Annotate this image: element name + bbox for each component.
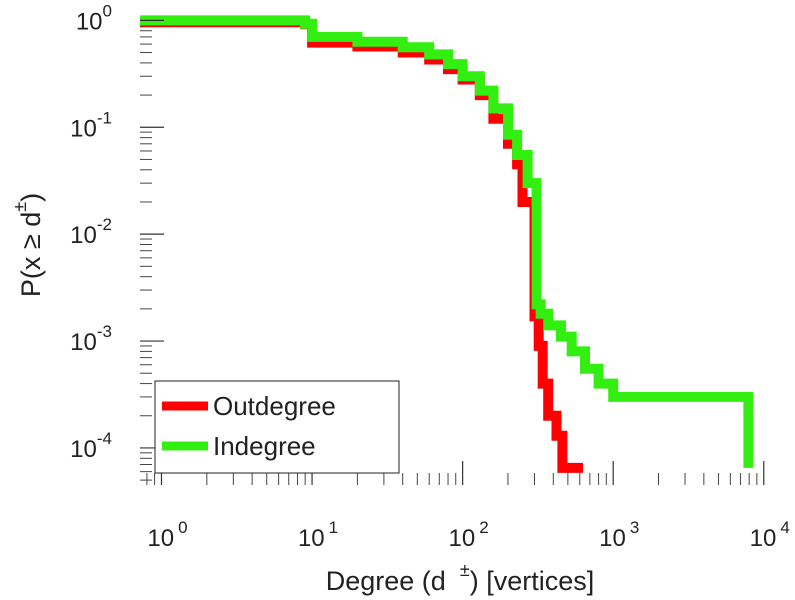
minor-ticks: [140, 24, 758, 485]
legend-label-outdegree: Outdegree: [213, 391, 336, 421]
y-tick-label: 10-2: [70, 215, 112, 249]
y-axis-label: P(x ≥ d±): [10, 193, 46, 297]
x-tick-label: 10 1: [298, 518, 338, 552]
legend-box: [154, 380, 400, 474]
series-line-indegree: [140, 15, 754, 468]
y-tick-label: 10-3: [70, 322, 112, 356]
y-tick-label: 10-4: [70, 429, 112, 463]
x-tick-label: 10 0: [147, 518, 187, 552]
y-tick-label: 10-1: [70, 108, 112, 142]
x-axis-label-text: Degree (d: [326, 566, 446, 596]
tick-labels: 100 10-1 10-2 10-3 10-4 10 0 10 1 10 2 10 3 10 4: [70, 1, 790, 552]
y-tick-label: 100: [76, 1, 112, 35]
x-axis-label-suffix: ) [vertices]: [470, 566, 595, 596]
x-axis-label: Degree (d ±) [vertices]: [326, 560, 595, 596]
series-layer: [140, 15, 754, 473]
x-tick-label: 10 2: [449, 518, 489, 552]
legend-label-indegree: Indegree: [213, 431, 316, 461]
x-tick-label: 10 3: [599, 518, 639, 552]
x-axis-label-superscript: ±: [460, 560, 470, 580]
legend: Outdegree Indegree: [154, 380, 400, 474]
y-axis-label-superscript: ±: [10, 202, 30, 212]
y-axis-label-text: P(x ≥ d: [16, 212, 46, 297]
x-tick-label: 10 4: [750, 518, 790, 552]
y-axis-label-suffix: ): [16, 193, 46, 202]
